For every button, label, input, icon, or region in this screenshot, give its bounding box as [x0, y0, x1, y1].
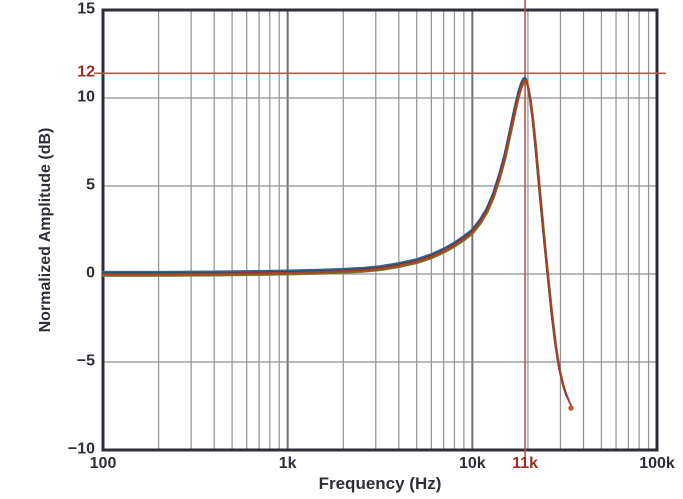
trace-red-end-dot: [568, 405, 574, 411]
y-tick-0: 0: [86, 264, 95, 282]
y-tick-5: 5: [86, 176, 95, 194]
traces-layer: [101, 76, 574, 411]
trace-olive: [102, 79, 565, 388]
x-cursor-label-11k: 11k: [512, 455, 538, 472]
trace-red: [102, 78, 572, 406]
trace-blue: [101, 76, 570, 401]
x-tick-100k: 100k: [639, 455, 675, 472]
x-axis-title: Frequency (Hz): [318, 474, 442, 493]
x-tick-100: 100: [89, 455, 117, 472]
trace-gray: [102, 80, 561, 372]
plot-border: [101, 8, 659, 452]
y-axis-title: Normalized Amplitude (dB): [37, 127, 54, 333]
y-cursor-label-12: 12: [77, 64, 95, 82]
x-tick-1k: 1k: [278, 455, 297, 472]
y-tick-15: 15: [77, 0, 95, 18]
trace-navy: [101, 78, 568, 397]
y-tick-10: 10: [77, 88, 95, 106]
gridlines-layer: [103, 10, 657, 450]
y-tick-neg5: −5: [76, 352, 95, 370]
cursor-lines-layer: [94, 0, 666, 458]
y-tick-neg10: −10: [67, 440, 95, 458]
x-tick-10k: 10k: [458, 455, 486, 472]
